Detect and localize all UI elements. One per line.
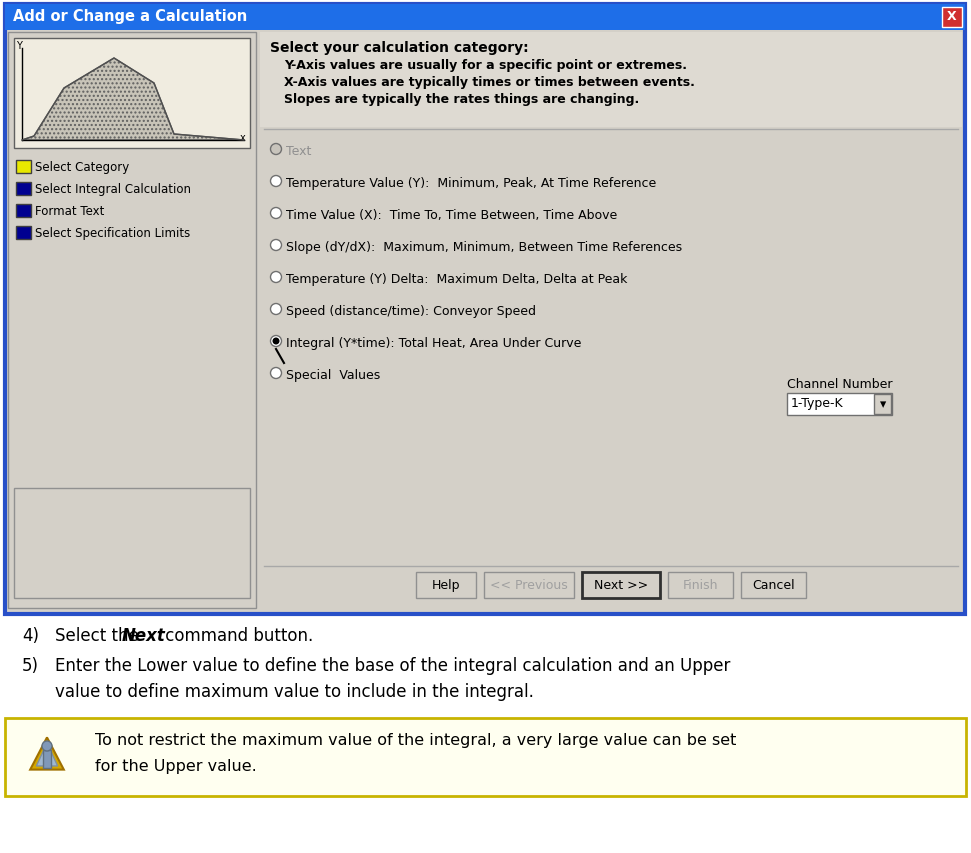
Text: x: x: [240, 133, 246, 142]
Bar: [484, 572, 574, 598]
Bar: [416, 572, 476, 598]
Bar: [260, 33, 962, 128]
Text: Select Integral Calculation: Select Integral Calculation: [35, 183, 191, 196]
Text: Special  Values: Special Values: [286, 368, 381, 381]
Bar: [260, 33, 962, 608]
Bar: [16, 183, 31, 196]
Text: 5): 5): [22, 656, 39, 674]
Text: Slope (dY/dX):  Maximum, Minimum, Between Time References: Slope (dY/dX): Maximum, Minimum, Between…: [286, 241, 682, 253]
Bar: [8, 33, 256, 608]
Circle shape: [271, 177, 282, 188]
Text: Next >>: Next >>: [594, 579, 648, 592]
Text: Channel Number: Channel Number: [787, 378, 892, 391]
Circle shape: [271, 368, 282, 379]
Text: command button.: command button.: [160, 626, 314, 644]
Bar: [16, 161, 31, 174]
Circle shape: [271, 305, 282, 315]
Bar: [668, 572, 733, 598]
Circle shape: [273, 339, 279, 345]
Text: Temperature (Y) Delta:  Maximum Delta, Delta at Peak: Temperature (Y) Delta: Maximum Delta, De…: [286, 273, 627, 286]
Bar: [14, 39, 250, 148]
Bar: [874, 395, 891, 415]
Text: value to define maximum value to include in the integral.: value to define maximum value to include…: [55, 682, 534, 700]
Text: Select your calculation category:: Select your calculation category:: [270, 41, 528, 55]
Text: Select Specification Limits: Select Specification Limits: [35, 227, 190, 240]
Text: Help: Help: [432, 579, 460, 592]
Circle shape: [271, 208, 282, 219]
Bar: [741, 572, 806, 598]
Text: ▾: ▾: [880, 398, 887, 411]
Text: Format Text: Format Text: [35, 205, 104, 218]
Text: Speed (distance/time): Conveyor Speed: Speed (distance/time): Conveyor Speed: [286, 305, 536, 317]
Bar: [5, 5, 965, 31]
Polygon shape: [30, 738, 64, 769]
Text: 4): 4): [22, 626, 39, 644]
Text: Finish: Finish: [683, 579, 719, 592]
Polygon shape: [22, 59, 244, 141]
Polygon shape: [36, 743, 57, 766]
Text: for the Upper value.: for the Upper value.: [95, 758, 256, 773]
Circle shape: [271, 241, 282, 251]
Text: Select the: Select the: [55, 626, 144, 644]
Text: X-Axis values are typically times or times between events.: X-Axis values are typically times or tim…: [284, 76, 695, 89]
Circle shape: [271, 272, 282, 283]
Bar: [16, 205, 31, 218]
Text: Time Value (X):  Time To, Time Between, Time Above: Time Value (X): Time To, Time Between, T…: [286, 209, 618, 222]
Circle shape: [271, 336, 282, 347]
Text: Enter the Lower value to define the base of the integral calculation and an Uppe: Enter the Lower value to define the base…: [55, 656, 730, 674]
Bar: [5, 5, 965, 614]
Text: X: X: [947, 10, 956, 23]
Circle shape: [42, 741, 52, 751]
Text: Y: Y: [16, 41, 22, 51]
Text: << Previous: << Previous: [490, 579, 568, 592]
Text: Temperature Value (Y):  Minimum, Peak, At Time Reference: Temperature Value (Y): Minimum, Peak, At…: [286, 177, 656, 189]
Bar: [787, 393, 892, 415]
Bar: [43, 750, 51, 768]
Bar: [582, 572, 660, 598]
Bar: [16, 227, 31, 240]
Text: 1-Type-K: 1-Type-K: [791, 397, 844, 409]
Text: Cancel: Cancel: [753, 579, 795, 592]
Text: Integral (Y*time): Total Heat, Area Under Curve: Integral (Y*time): Total Heat, Area Unde…: [286, 337, 582, 350]
Bar: [14, 489, 250, 598]
Text: Y-Axis values are usually for a specific point or extremes.: Y-Axis values are usually for a specific…: [284, 59, 687, 72]
Circle shape: [271, 144, 282, 155]
Text: Slopes are typically the rates things are changing.: Slopes are typically the rates things ar…: [284, 93, 639, 106]
Bar: [5, 718, 966, 796]
Text: Add or Change a Calculation: Add or Change a Calculation: [13, 9, 248, 24]
Text: Next: Next: [122, 626, 166, 644]
Bar: [942, 8, 962, 28]
Text: To not restrict the maximum value of the integral, a very large value can be set: To not restrict the maximum value of the…: [95, 732, 736, 747]
Text: Select Category: Select Category: [35, 161, 129, 174]
Text: Text: Text: [286, 145, 312, 158]
